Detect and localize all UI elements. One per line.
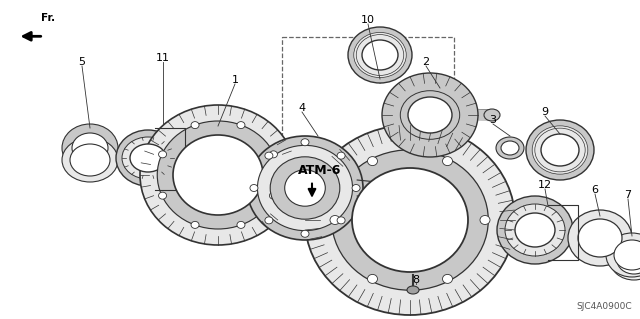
Ellipse shape bbox=[497, 196, 573, 264]
Ellipse shape bbox=[352, 168, 468, 272]
Ellipse shape bbox=[257, 145, 353, 231]
Ellipse shape bbox=[382, 73, 478, 157]
Ellipse shape bbox=[526, 120, 594, 180]
Ellipse shape bbox=[505, 204, 565, 256]
Ellipse shape bbox=[72, 133, 108, 163]
Ellipse shape bbox=[122, 137, 174, 179]
Ellipse shape bbox=[337, 217, 345, 224]
Ellipse shape bbox=[62, 138, 118, 182]
Text: 8: 8 bbox=[412, 275, 420, 285]
Text: Fr.: Fr. bbox=[40, 13, 54, 23]
Ellipse shape bbox=[116, 130, 180, 186]
Ellipse shape bbox=[330, 216, 340, 225]
Ellipse shape bbox=[265, 217, 273, 224]
Ellipse shape bbox=[610, 240, 640, 280]
Text: 4: 4 bbox=[298, 103, 305, 113]
Ellipse shape bbox=[614, 240, 640, 270]
Ellipse shape bbox=[568, 210, 632, 266]
Ellipse shape bbox=[247, 136, 363, 240]
Text: 9: 9 bbox=[541, 107, 548, 117]
Ellipse shape bbox=[269, 151, 277, 158]
Ellipse shape bbox=[159, 192, 166, 199]
Ellipse shape bbox=[270, 157, 340, 219]
Ellipse shape bbox=[496, 137, 524, 159]
Ellipse shape bbox=[617, 246, 640, 274]
Ellipse shape bbox=[301, 230, 309, 237]
Ellipse shape bbox=[532, 126, 588, 174]
Ellipse shape bbox=[173, 135, 263, 215]
Text: 6: 6 bbox=[591, 185, 598, 195]
Ellipse shape bbox=[337, 152, 345, 159]
Ellipse shape bbox=[62, 124, 118, 172]
Text: 10: 10 bbox=[361, 15, 375, 25]
Ellipse shape bbox=[535, 128, 585, 172]
Ellipse shape bbox=[332, 150, 488, 290]
Ellipse shape bbox=[265, 152, 273, 159]
Text: 7: 7 bbox=[625, 190, 632, 200]
Ellipse shape bbox=[362, 40, 398, 70]
Ellipse shape bbox=[442, 274, 452, 283]
Text: SJC4A0900C: SJC4A0900C bbox=[577, 302, 632, 311]
Ellipse shape bbox=[484, 109, 500, 121]
Text: ATM-6: ATM-6 bbox=[298, 164, 342, 177]
Ellipse shape bbox=[367, 274, 378, 283]
Ellipse shape bbox=[515, 213, 555, 247]
Text: 1: 1 bbox=[232, 75, 239, 85]
Ellipse shape bbox=[237, 221, 245, 228]
Text: 3: 3 bbox=[490, 115, 497, 125]
Ellipse shape bbox=[578, 219, 622, 257]
Ellipse shape bbox=[301, 139, 309, 146]
Ellipse shape bbox=[140, 105, 296, 245]
Ellipse shape bbox=[480, 216, 490, 225]
Bar bbox=[282, 37, 454, 190]
Ellipse shape bbox=[541, 134, 579, 166]
Ellipse shape bbox=[356, 34, 404, 75]
Ellipse shape bbox=[354, 33, 406, 78]
Ellipse shape bbox=[367, 157, 378, 166]
Text: 12: 12 bbox=[538, 180, 552, 190]
Text: 11: 11 bbox=[156, 53, 170, 63]
Ellipse shape bbox=[269, 192, 277, 199]
Text: 5: 5 bbox=[79, 57, 86, 67]
Ellipse shape bbox=[130, 144, 166, 172]
Ellipse shape bbox=[191, 221, 199, 228]
Ellipse shape bbox=[400, 91, 460, 139]
Ellipse shape bbox=[159, 151, 166, 158]
Ellipse shape bbox=[352, 184, 360, 191]
Ellipse shape bbox=[606, 233, 640, 277]
Ellipse shape bbox=[348, 27, 412, 83]
Ellipse shape bbox=[408, 97, 452, 133]
Ellipse shape bbox=[305, 125, 515, 315]
Ellipse shape bbox=[501, 141, 519, 155]
Ellipse shape bbox=[237, 122, 245, 129]
Ellipse shape bbox=[250, 184, 258, 191]
Ellipse shape bbox=[157, 121, 279, 229]
Ellipse shape bbox=[285, 170, 325, 206]
Ellipse shape bbox=[70, 144, 110, 176]
Ellipse shape bbox=[407, 286, 419, 294]
Ellipse shape bbox=[442, 157, 452, 166]
Text: 2: 2 bbox=[422, 57, 429, 67]
Ellipse shape bbox=[191, 122, 199, 129]
